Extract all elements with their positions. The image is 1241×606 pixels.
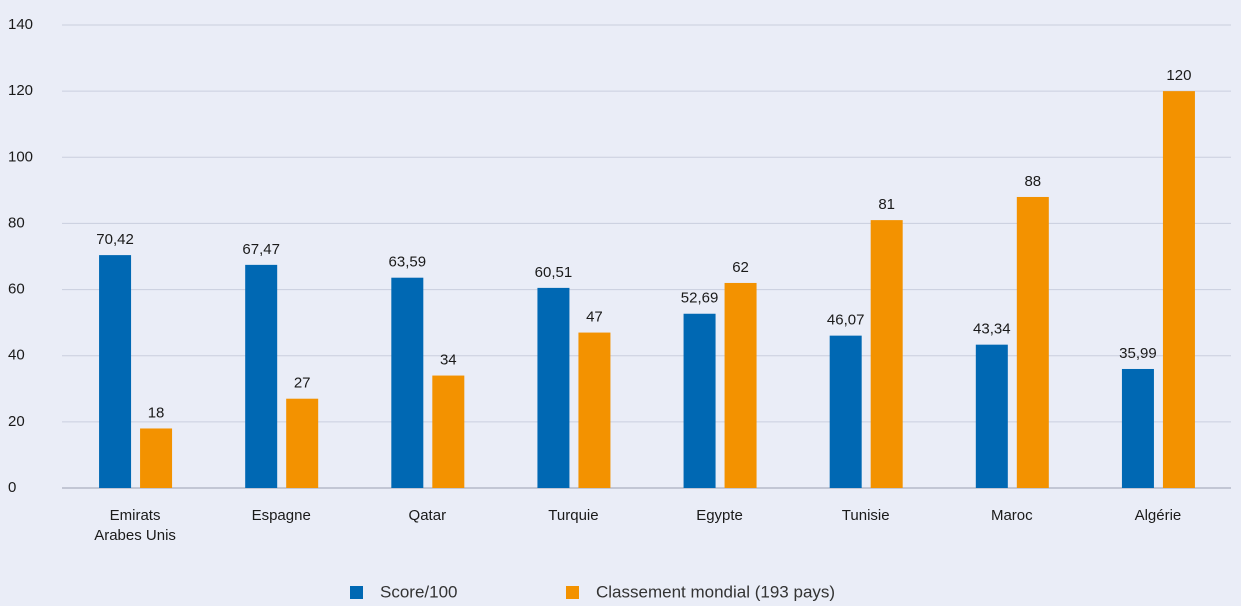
value-label: 43,34 <box>973 321 1011 338</box>
y-tick-label: 20 <box>8 413 25 430</box>
bar <box>99 255 132 488</box>
y-tick-label: 80 <box>8 214 25 231</box>
bar <box>1162 91 1195 489</box>
value-label: 88 <box>1024 173 1041 190</box>
bar <box>578 332 611 488</box>
x-tick-label: Qatar <box>408 507 447 524</box>
y-tick-label: 40 <box>8 347 25 364</box>
value-label: 63,59 <box>389 254 427 271</box>
bar <box>683 313 716 488</box>
bar <box>829 335 862 488</box>
value-label: 70,42 <box>96 231 134 248</box>
bar <box>870 220 903 488</box>
legend-label: Classement mondial (193 pays) <box>596 582 835 601</box>
value-label: 18 <box>148 404 165 421</box>
legend-swatch <box>566 586 579 599</box>
bar <box>1016 196 1049 488</box>
value-label: 81 <box>878 196 895 213</box>
y-tick-label: 60 <box>8 281 25 298</box>
y-tick-label: 120 <box>8 82 33 99</box>
value-label: 27 <box>294 375 311 392</box>
bar <box>286 398 319 488</box>
value-label: 34 <box>440 352 457 369</box>
y-tick-label: 0 <box>8 479 16 496</box>
value-label: 67,47 <box>242 241 280 258</box>
bar <box>140 428 173 488</box>
bar <box>975 344 1008 488</box>
x-tick-label: Emirats Arabes Unis <box>94 507 176 544</box>
value-label: 46,07 <box>827 312 865 329</box>
bar <box>391 277 424 488</box>
x-tick-label: Egypte <box>696 507 743 524</box>
x-tick-label: Espagne <box>251 507 311 524</box>
bar <box>1121 368 1154 488</box>
value-label: 120 <box>1166 67 1191 84</box>
x-tick-label: Turquie <box>548 507 599 524</box>
x-tick-label: Maroc <box>990 507 1033 524</box>
bar <box>724 282 757 488</box>
bar <box>245 264 278 488</box>
y-tick-label: 140 <box>8 16 33 33</box>
legend-swatch <box>350 586 363 599</box>
y-tick-label: 100 <box>8 148 33 165</box>
value-label: 62 <box>732 259 749 276</box>
value-label: 52,69 <box>681 290 719 307</box>
value-label: 35,99 <box>1119 345 1157 362</box>
x-tick-label: Tunisie <box>841 507 890 524</box>
value-label: 47 <box>586 309 603 326</box>
bar <box>432 375 465 488</box>
bar <box>537 287 570 488</box>
value-label: 60,51 <box>535 264 573 281</box>
x-tick-label: Algérie <box>1134 507 1182 524</box>
legend-label: Score/100 <box>380 582 458 601</box>
